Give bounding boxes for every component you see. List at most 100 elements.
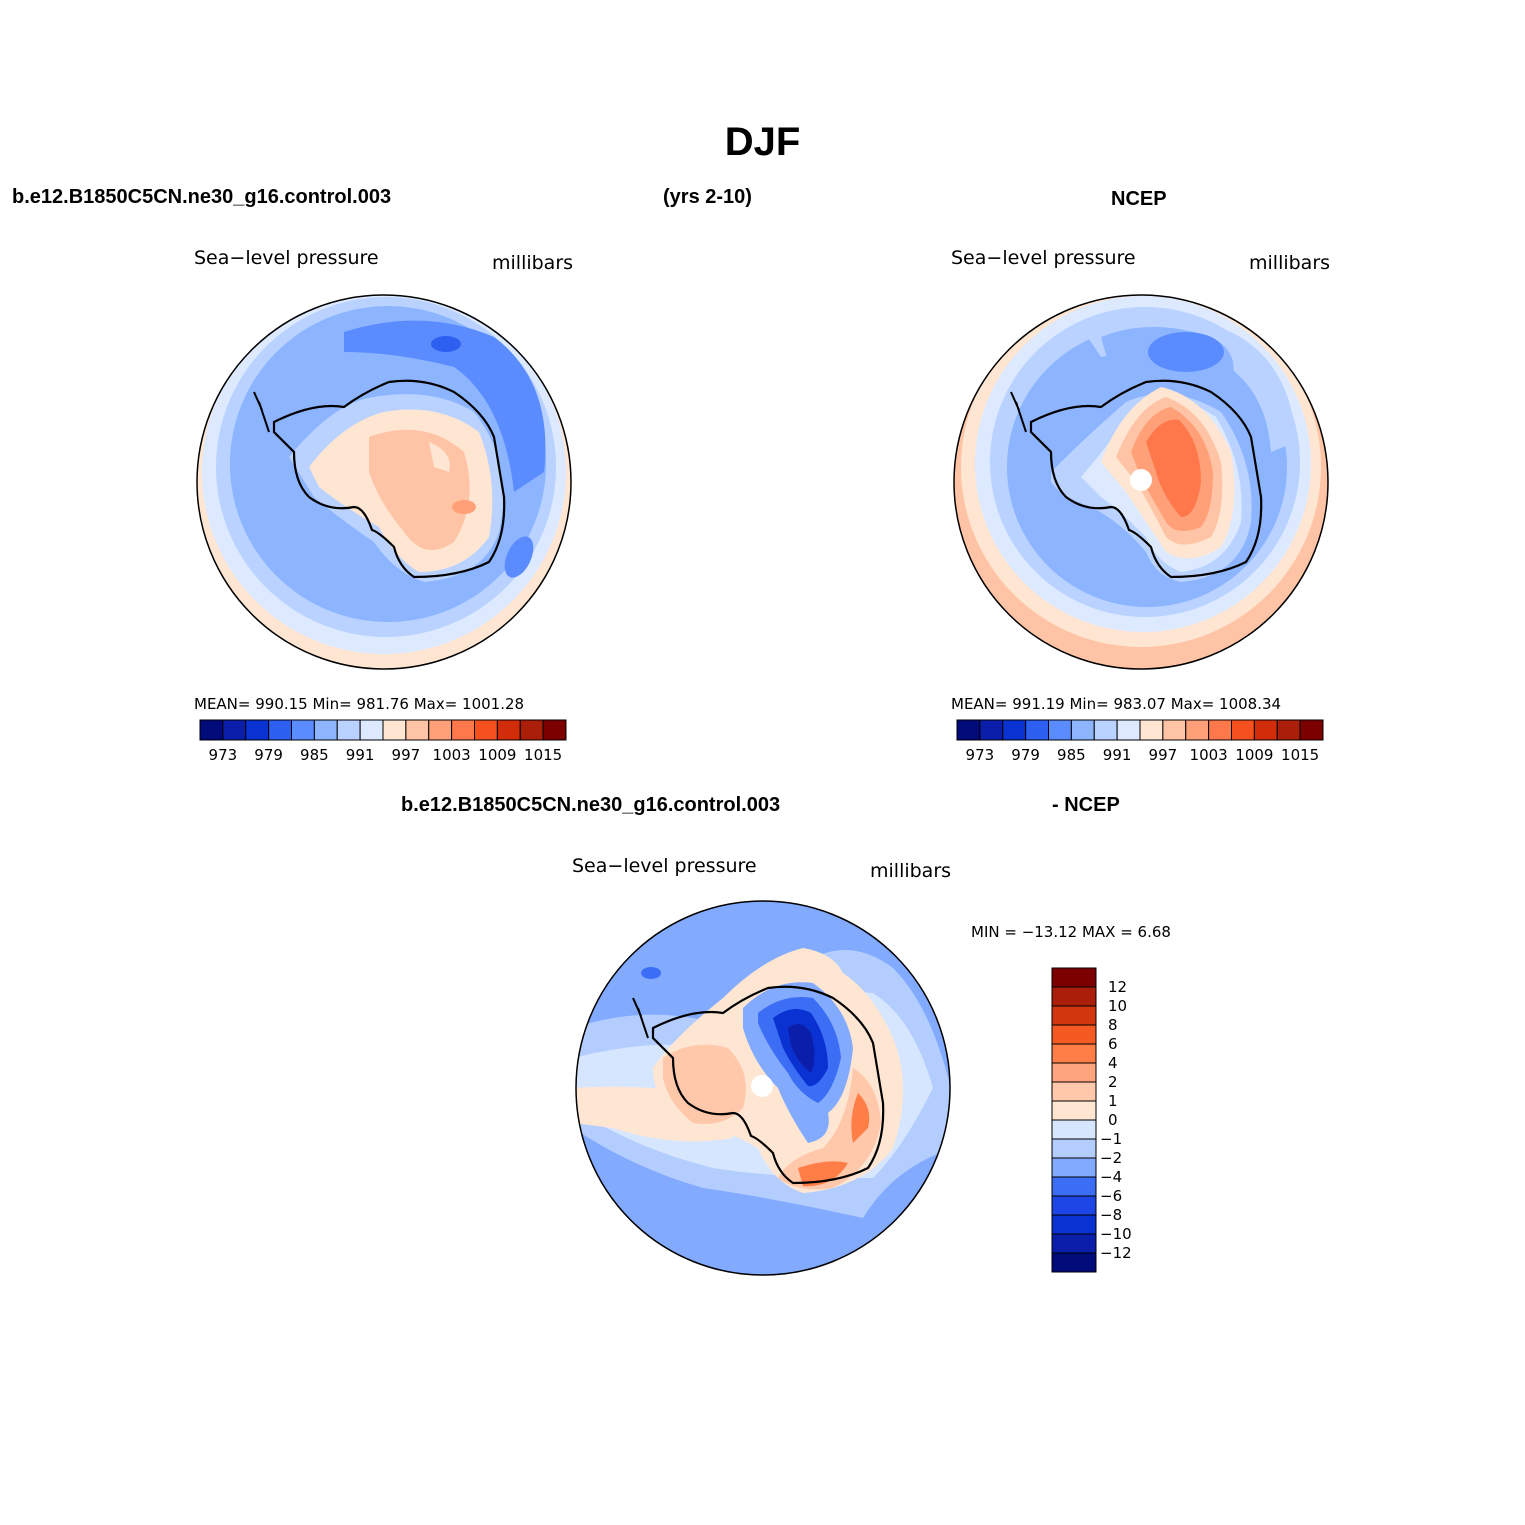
colorbar-swatch — [956, 719, 981, 741]
diff-colorbar-ticks: 12 10 8 6 4 2 1 0 −1 −2 −4 −6 −8 −10 −12 — [1100, 968, 1160, 1272]
colorbar-tick-label: 973 — [965, 746, 995, 764]
obs-colorbar — [956, 719, 1324, 741]
colorbar-swatch — [1051, 1005, 1097, 1026]
colorbar-swatch — [474, 719, 498, 741]
colorbar-swatch — [428, 719, 453, 741]
colorbar-swatch — [1025, 719, 1049, 741]
colorbar-swatch — [1051, 1043, 1097, 1064]
colorbar-tick-label: 1003 — [432, 746, 471, 764]
colorbar-tick-label: 991 — [345, 746, 375, 764]
colorbar-swatch — [1162, 719, 1187, 741]
colorbar-swatch — [1051, 1119, 1097, 1140]
colorbar-tick-label: 1009 — [478, 746, 517, 764]
obs-stats: MEAN= 991.19 Min= 983.07 Max= 1008.34 — [951, 695, 1282, 713]
colorbar-tick-label: 12 — [1108, 978, 1128, 996]
colorbar-swatch — [1048, 719, 1072, 741]
colorbar-swatch — [199, 719, 224, 741]
colorbar-tick-label: −1 — [1100, 1130, 1123, 1148]
colorbar-swatch — [313, 719, 338, 741]
colorbar-swatch — [1185, 719, 1210, 741]
figure-title: DJF — [724, 120, 801, 164]
colorbar-tick-label: 985 — [300, 746, 329, 764]
colorbar-tick-label: 4 — [1108, 1054, 1118, 1072]
colorbar-swatch — [1051, 1233, 1097, 1254]
case-name-label: b.e12.B1850C5CN.ne30_g16.control.003 — [12, 186, 392, 208]
colorbar-swatch — [1253, 719, 1278, 741]
model-colorbar — [199, 719, 567, 741]
diff-units-label: millibars — [870, 860, 952, 882]
colorbar-swatch — [382, 719, 407, 741]
obs-units-label: millibars — [1249, 252, 1331, 274]
colorbar-swatch — [542, 719, 567, 741]
colorbar-tick-label: 979 — [1011, 746, 1040, 764]
colorbar-swatch — [451, 719, 475, 741]
colorbar-tick-label: 997 — [1148, 746, 1178, 764]
colorbar-swatch — [1051, 1195, 1097, 1216]
colorbar-swatch — [1051, 967, 1097, 988]
colorbar-tick-label: 997 — [391, 746, 421, 764]
colorbar-swatch — [222, 719, 247, 741]
obs-variable-label: Sea−level pressure — [951, 247, 1136, 269]
colorbar-swatch — [1299, 719, 1324, 741]
colorbar-tick-label: −6 — [1100, 1187, 1123, 1205]
colorbar-tick-label: 8 — [1108, 1016, 1118, 1034]
colorbar-swatch — [1051, 1176, 1097, 1197]
diff-obs-name-label: - NCEP — [1052, 794, 1120, 816]
colorbar-tick-label: −12 — [1100, 1244, 1132, 1262]
colorbar-tick-label: 979 — [254, 746, 283, 764]
colorbar-swatch — [1051, 1252, 1097, 1273]
colorbar-tick-label: 2 — [1108, 1073, 1118, 1091]
colorbar-tick-label: 0 — [1108, 1111, 1118, 1129]
colorbar-tick-label: 1009 — [1235, 746, 1274, 764]
diff-case-name-label: b.e12.B1850C5CN.ne30_g16.control.003 — [401, 794, 781, 816]
colorbar-tick-label: 985 — [1057, 746, 1086, 764]
colorbar-swatch — [1051, 1062, 1097, 1083]
colorbar-swatch — [268, 719, 292, 741]
diff-variable-label: Sea−level pressure — [572, 855, 757, 877]
model-colorbar-ticks: 973 979 985 991 997 1003 1009 1015 — [200, 746, 566, 766]
colorbar-swatch — [291, 719, 315, 741]
colorbar-tick-label: 1003 — [1189, 746, 1228, 764]
obs-map — [953, 294, 1329, 670]
model-units-label: millibars — [492, 252, 574, 274]
colorbar-swatch — [519, 719, 544, 741]
colorbar-swatch — [405, 719, 430, 741]
colorbar-swatch — [1276, 719, 1301, 741]
colorbar-swatch — [245, 719, 270, 741]
colorbar-swatch — [1051, 1138, 1097, 1159]
model-variable-label: Sea−level pressure — [194, 247, 379, 269]
colorbar-swatch — [1051, 1157, 1097, 1178]
colorbar-tick-label: 1015 — [524, 746, 563, 764]
colorbar-swatch — [1051, 1081, 1097, 1102]
colorbar-swatch — [979, 719, 1004, 741]
colorbar-tick-label: 1 — [1108, 1092, 1118, 1110]
colorbar-tick-label: −10 — [1100, 1225, 1132, 1243]
diff-map — [575, 900, 951, 1276]
colorbar-swatch — [1051, 986, 1097, 1007]
colorbar-tick-label: 991 — [1102, 746, 1132, 764]
colorbar-swatch — [1208, 719, 1232, 741]
colorbar-swatch — [1139, 719, 1164, 741]
colorbar-swatch — [1116, 719, 1141, 741]
colorbar-swatch — [1070, 719, 1095, 741]
colorbar-tick-label: 10 — [1108, 997, 1128, 1015]
colorbar-swatch — [1051, 1100, 1097, 1121]
colorbar-swatch — [1231, 719, 1255, 741]
diff-colorbar — [1051, 967, 1097, 1273]
colorbar-swatch — [1093, 719, 1118, 741]
colorbar-swatch — [1051, 1214, 1097, 1235]
colorbar-swatch — [336, 719, 361, 741]
colorbar-tick-label: 973 — [208, 746, 238, 764]
model-map — [196, 294, 572, 670]
years-label: (yrs 2-10) — [663, 186, 752, 208]
colorbar-swatch — [1002, 719, 1027, 741]
diff-stats: MIN = −13.12 MAX = 6.68 — [971, 923, 1171, 941]
colorbar-swatch — [1051, 1024, 1097, 1045]
colorbar-swatch — [496, 719, 521, 741]
colorbar-swatch — [359, 719, 384, 741]
model-stats: MEAN= 990.15 Min= 981.76 Max= 1001.28 — [194, 695, 525, 713]
colorbar-tick-label: 6 — [1108, 1035, 1118, 1053]
obs-colorbar-ticks: 973 979 985 991 997 1003 1009 1015 — [957, 746, 1323, 766]
colorbar-tick-label: 1015 — [1281, 746, 1320, 764]
colorbar-tick-label: −2 — [1100, 1149, 1123, 1167]
